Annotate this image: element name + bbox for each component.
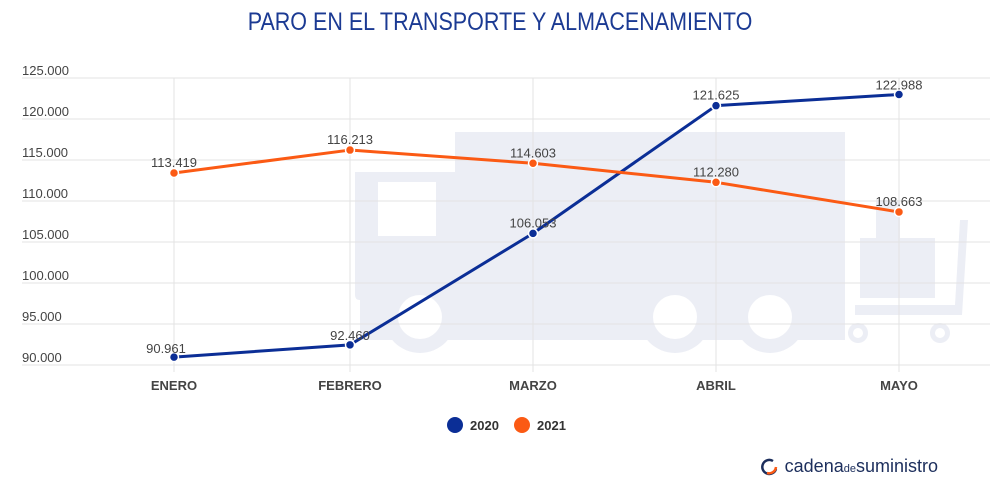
data-point-2021[interactable]: [344, 144, 356, 156]
y-tick-label: 90.000: [22, 350, 62, 365]
data-point-2020[interactable]: [344, 339, 356, 351]
brand-logo: cadenadesuministro: [760, 456, 938, 477]
truck-watermark-icon: [355, 132, 968, 353]
y-tick-label: 100.000: [22, 268, 69, 283]
y-tick-label: 110.000: [22, 186, 68, 201]
data-labels: 90.961 92.460 106.053 121.625 122.988 113.419…: [146, 77, 922, 356]
data-point-2021[interactable]: [527, 158, 539, 169]
data-label-2020: 121.625: [693, 88, 740, 103]
data-label-2020: 106.053: [510, 215, 557, 230]
legend-label-2021[interactable]: 2021: [537, 418, 566, 433]
data-label-2021: 112.280: [693, 164, 739, 179]
data-label-2020: 92.460: [330, 328, 370, 343]
legend-label-2020[interactable]: 2020: [470, 418, 499, 433]
data-label-2021: 108.663: [876, 194, 923, 209]
brand-name-part2: suministro: [855, 456, 938, 476]
data-point-2020[interactable]: [168, 351, 180, 363]
legend-marker-2021[interactable]: [514, 417, 530, 433]
legend: 2020 2021: [447, 417, 566, 433]
data-point-2020[interactable]: [527, 228, 539, 239]
brand-name-mid: de: [843, 463, 856, 475]
data-point-2021[interactable]: [710, 177, 722, 188]
cadena-logo-icon: [760, 458, 777, 475]
x-tick-label: ENERO: [151, 378, 197, 393]
data-point-2020[interactable]: [893, 89, 905, 100]
y-axis: 90.000 95.000 100.000 105.000 110.000 115.000…: [22, 63, 69, 365]
data-label-2021: 113.419: [151, 155, 197, 170]
x-tick-label: MAYO: [880, 378, 918, 393]
data-label-2021: 114.603: [510, 145, 556, 160]
data-point-2021[interactable]: [168, 167, 180, 179]
data-label-2020: 122.988: [876, 77, 923, 92]
y-tick-label: 105.000: [22, 227, 69, 242]
y-tick-label: 115.000: [22, 145, 68, 160]
x-tick-label: FEBRERO: [318, 378, 382, 393]
chart-title: PARO EN EL TRANSPORTE Y ALMACENAMIENTO: [247, 8, 753, 36]
y-tick-label: 125.000: [22, 63, 69, 78]
y-tick-label: 120.000: [22, 104, 69, 119]
data-point-2021[interactable]: [893, 206, 905, 218]
data-point-2020[interactable]: [710, 100, 722, 111]
series-points: [168, 89, 905, 363]
y-tick-label: 95.000: [22, 309, 62, 324]
legend-marker-2020[interactable]: [447, 417, 463, 433]
x-axis: ENERO FEBRERO MARZO ABRIL MAYO: [151, 378, 918, 393]
brand-name-part1: cadena: [784, 456, 844, 476]
data-label-2021: 116.213: [327, 132, 373, 147]
data-label-2020: 90.961: [146, 341, 186, 356]
x-tick-label: MARZO: [509, 378, 557, 393]
x-tick-label: ABRIL: [696, 378, 736, 393]
